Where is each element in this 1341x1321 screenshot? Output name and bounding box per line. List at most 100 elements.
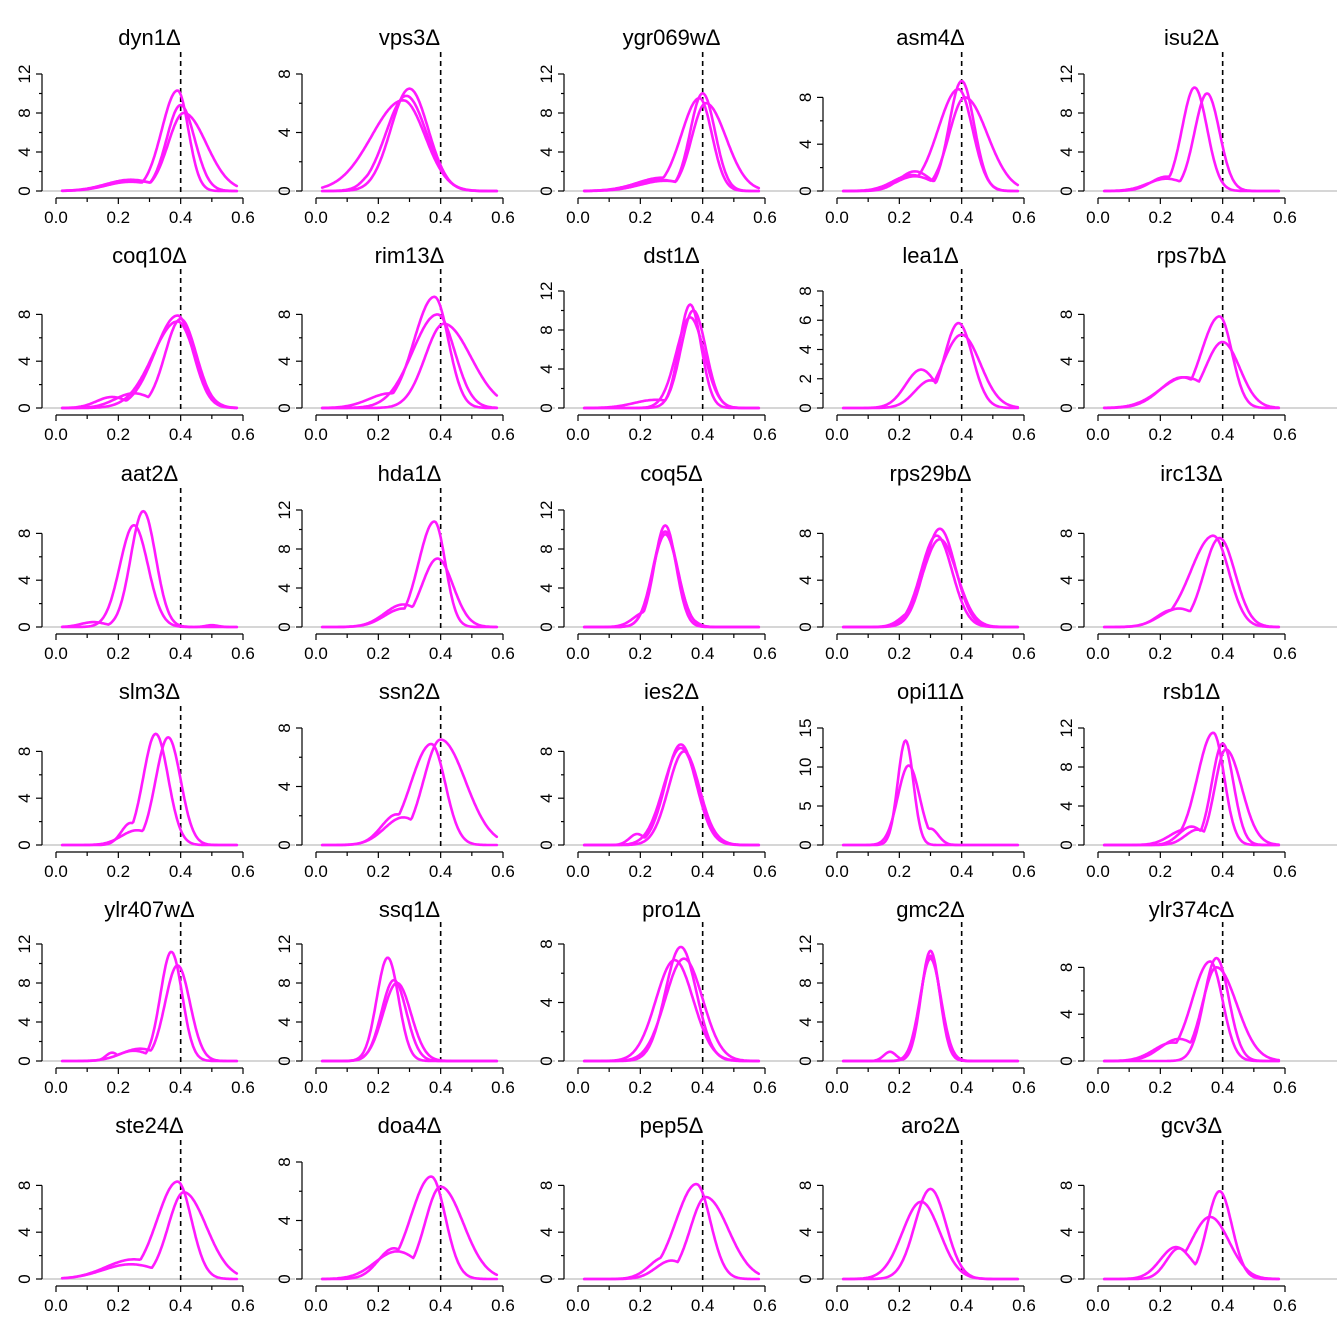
density-curve bbox=[320, 557, 499, 629]
y-tick-label: 0 bbox=[796, 1056, 815, 1065]
panel-16: ssn2Δ 0.0 0.2 0.4 0.6 0 4 8 bbox=[275, 679, 555, 881]
x-tick-label: 0.4 bbox=[169, 1078, 193, 1097]
panel-22: pro1Δ 0.0 0.2 0.4 0.6 0 4 8 bbox=[537, 897, 817, 1097]
y-tick-label: 12 bbox=[537, 65, 556, 84]
y-tick-label: 12 bbox=[15, 935, 34, 954]
panel-title: coq10Δ bbox=[112, 243, 187, 268]
density-curve bbox=[1102, 340, 1281, 410]
y-tick-label: 8 bbox=[15, 108, 34, 117]
density-curve bbox=[60, 1180, 239, 1281]
x-tick-label: 0.0 bbox=[825, 644, 849, 663]
y-tick-label: 0 bbox=[15, 1056, 34, 1065]
x-tick-label: 0.0 bbox=[44, 644, 68, 663]
x-tick-label: 0.2 bbox=[1149, 1078, 1173, 1097]
x-tick-label: 0.2 bbox=[107, 1296, 131, 1315]
panel-8: lea1Δ 0.0 0.2 0.4 0.6 0 2 4 6 8 bbox=[796, 243, 1076, 444]
x-tick-label: 0.0 bbox=[304, 1078, 328, 1097]
panel-title: ste24Δ bbox=[115, 1113, 184, 1138]
y-tick-label: 12 bbox=[1057, 65, 1076, 84]
x-tick-label: 0.0 bbox=[304, 644, 328, 663]
x-tick-label: 0.2 bbox=[1149, 862, 1173, 881]
x-tick-label: 0.4 bbox=[429, 644, 453, 663]
density-curve bbox=[1102, 956, 1281, 1063]
x-tick-label: 0.2 bbox=[107, 1078, 131, 1097]
y-tick-label: 0 bbox=[796, 1274, 815, 1283]
x-tick-label: 0.0 bbox=[825, 1296, 849, 1315]
x-tick-label: 0.4 bbox=[1211, 208, 1235, 227]
y-tick-label: 4 bbox=[15, 575, 34, 584]
density-curve bbox=[60, 950, 239, 1063]
x-tick-label: 0.4 bbox=[691, 862, 715, 881]
density-curve bbox=[1102, 1190, 1281, 1281]
x-tick-label: 0.6 bbox=[753, 208, 777, 227]
density-curve bbox=[841, 764, 1020, 847]
x-tick-label: 0.6 bbox=[1012, 862, 1036, 881]
x-tick-label: 0.4 bbox=[1211, 862, 1235, 881]
density-curve bbox=[841, 949, 1020, 1063]
x-tick-label: 0.6 bbox=[1273, 1296, 1297, 1315]
panel-title: ssn2Δ bbox=[379, 679, 440, 704]
panel-23: gmc2Δ 0.0 0.2 0.4 0.6 0 4 8 12 bbox=[796, 897, 1076, 1097]
x-tick-label: 0.4 bbox=[169, 1296, 193, 1315]
x-tick-label: 0.6 bbox=[491, 862, 515, 881]
y-tick-label: 4 bbox=[537, 147, 556, 156]
x-tick-label: 0.6 bbox=[1012, 208, 1036, 227]
y-tick-label: 12 bbox=[15, 65, 34, 84]
panel-11: hda1Δ 0.0 0.2 0.4 0.6 0 4 8 12 bbox=[275, 461, 555, 663]
y-tick-label: 4 bbox=[275, 1216, 294, 1225]
density-curve bbox=[60, 732, 239, 847]
x-tick-label: 0.4 bbox=[950, 1296, 974, 1315]
x-tick-label: 0.4 bbox=[950, 862, 974, 881]
density-curve bbox=[841, 79, 1020, 193]
x-tick-label: 0.6 bbox=[491, 1296, 515, 1315]
x-tick-label: 0.2 bbox=[107, 208, 131, 227]
y-tick-label: 0 bbox=[537, 1056, 556, 1065]
y-tick-label: 8 bbox=[537, 544, 556, 553]
x-tick-label: 0.2 bbox=[107, 862, 131, 881]
x-tick-label: 0.2 bbox=[629, 862, 653, 881]
y-tick-label: 8 bbox=[275, 310, 294, 319]
x-tick-label: 0.0 bbox=[304, 1296, 328, 1315]
x-tick-label: 0.6 bbox=[753, 862, 777, 881]
y-tick-label: 4 bbox=[537, 793, 556, 802]
x-tick-label: 0.6 bbox=[1012, 644, 1036, 663]
x-tick-label: 0.4 bbox=[169, 208, 193, 227]
y-tick-label: 8 bbox=[537, 325, 556, 334]
x-tick-label: 0.4 bbox=[169, 862, 193, 881]
density-curve bbox=[1102, 86, 1281, 193]
density-curve bbox=[582, 532, 761, 629]
x-tick-label: 0.0 bbox=[44, 208, 68, 227]
x-tick-label: 0.4 bbox=[691, 1078, 715, 1097]
density-curve bbox=[60, 320, 239, 410]
y-tick-label: 8 bbox=[275, 544, 294, 553]
x-tick-label: 0.6 bbox=[1273, 1078, 1297, 1097]
x-tick-label: 0.0 bbox=[566, 425, 590, 444]
density-curve bbox=[582, 957, 761, 1063]
panel-title: isu2Δ bbox=[1164, 25, 1219, 50]
density-curve bbox=[841, 321, 1020, 410]
x-tick-label: 0.2 bbox=[888, 1296, 912, 1315]
y-tick-label: 8 bbox=[15, 747, 34, 756]
x-tick-label: 0.2 bbox=[367, 862, 391, 881]
density-curve bbox=[841, 537, 1020, 629]
density-curve bbox=[320, 981, 499, 1063]
y-tick-label: 0 bbox=[796, 186, 815, 195]
x-tick-label: 0.0 bbox=[566, 1296, 590, 1315]
x-tick-label: 0.0 bbox=[44, 1078, 68, 1097]
x-tick-label: 0.6 bbox=[231, 1078, 255, 1097]
x-tick-label: 0.2 bbox=[629, 425, 653, 444]
density-curve bbox=[320, 322, 499, 410]
panel-27: pep5Δ 0.0 0.2 0.4 0.6 0 4 8 bbox=[537, 1113, 817, 1315]
x-tick-label: 0.2 bbox=[1149, 644, 1173, 663]
panel-title: gcv3Δ bbox=[1161, 1113, 1222, 1138]
panel-title: asm4Δ bbox=[896, 25, 965, 50]
y-tick-label: 8 bbox=[15, 310, 34, 319]
x-tick-label: 0.6 bbox=[491, 208, 515, 227]
density-curve bbox=[60, 735, 239, 847]
density-curve bbox=[1102, 92, 1281, 193]
panel-2: ygr069wΔ 0.0 0.2 0.4 0.6 0 4 8 12 bbox=[537, 25, 817, 227]
density-curve bbox=[582, 96, 761, 193]
y-tick-label: 8 bbox=[275, 978, 294, 987]
x-tick-label: 0.2 bbox=[1149, 425, 1173, 444]
x-tick-label: 0.2 bbox=[629, 644, 653, 663]
